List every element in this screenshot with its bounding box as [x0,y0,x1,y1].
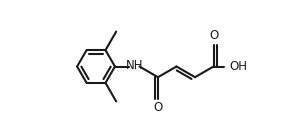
Text: O: O [209,30,218,42]
Text: O: O [153,101,163,114]
Text: OH: OH [229,60,248,73]
Text: NH: NH [126,59,143,72]
